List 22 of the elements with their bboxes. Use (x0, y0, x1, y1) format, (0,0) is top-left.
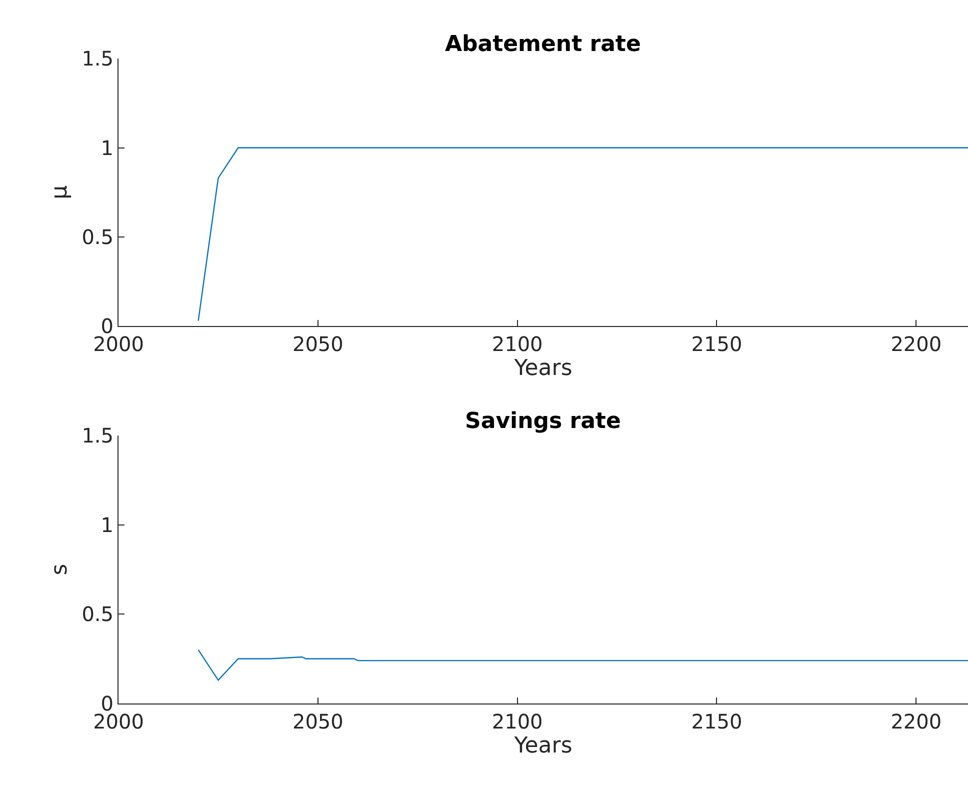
chart-title: Abatement rate (445, 32, 641, 57)
x-tick-label: 2100 (492, 709, 543, 734)
x-tick-label: 2050 (292, 332, 344, 356)
x-tick-label: 2200 (890, 709, 942, 734)
x-tick-label: 2150 (691, 709, 742, 734)
y-tick-label: 1.5 (82, 46, 114, 71)
y-axis-title: s (48, 564, 73, 576)
x-tick-label: 2100 (492, 332, 543, 356)
x-tick-label: 2000 (93, 332, 144, 356)
chart-title: Savings rate (465, 409, 621, 434)
line-series (198, 649, 968, 681)
y-tick-label: 1 (100, 136, 114, 160)
x-tick-label: 2200 (890, 332, 942, 356)
y-axis-title: μ (48, 185, 73, 200)
x-axis-title: Years (513, 356, 572, 382)
y-tick-label: 0.5 (82, 602, 114, 626)
y-tick-label: 1.5 (82, 424, 114, 448)
y-tick-label: 1 (100, 512, 114, 537)
y-tick-label: 0.5 (82, 224, 114, 249)
x-tick-label: 2050 (292, 709, 344, 734)
x-tick-label: 2150 (691, 332, 742, 356)
x-axis-title: Years (513, 733, 572, 758)
